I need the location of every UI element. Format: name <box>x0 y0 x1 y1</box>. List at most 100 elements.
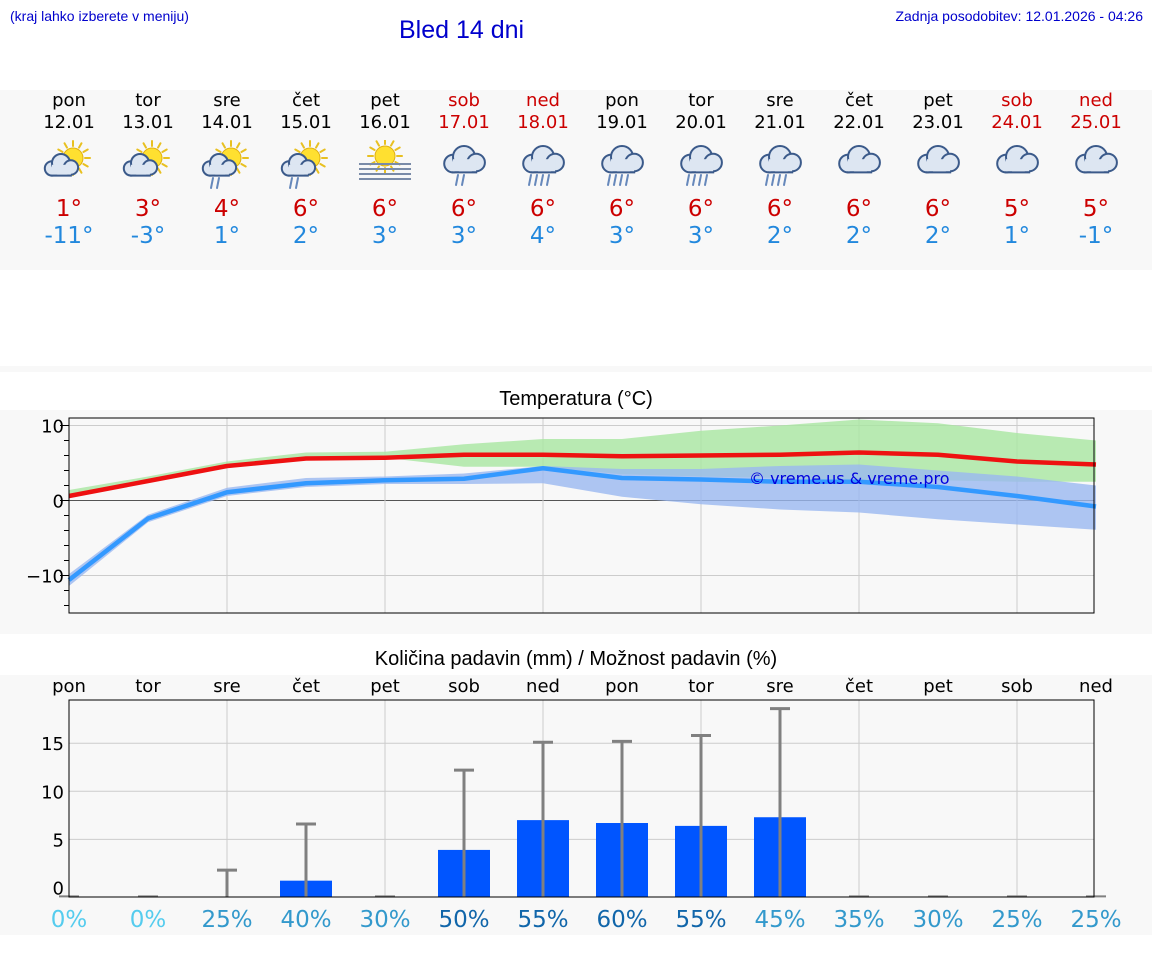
y-tick-label: 5 <box>53 830 64 851</box>
min-temperature: 1° <box>1003 223 1031 249</box>
day-column: sob 17.01 6° 3° <box>424 90 504 250</box>
watermark: © vreme.us & vreme.pro <box>749 469 950 488</box>
day-column: tor 13.01 3° -3° <box>108 90 188 250</box>
day-name: ned <box>1079 90 1113 111</box>
probability-label: 55% <box>675 907 726 933</box>
day-date: 21.01 <box>754 112 806 133</box>
max-temperature: 6° <box>292 196 320 222</box>
probability-label: 60% <box>596 907 647 933</box>
category-label: tor <box>688 676 714 697</box>
day-column: pon 19.01 6° 3° <box>582 90 662 250</box>
day-date: 20.01 <box>675 112 727 133</box>
day-date: 12.01 <box>43 112 95 133</box>
min-range-band <box>69 464 1096 586</box>
day-date: 15.01 <box>280 112 332 133</box>
category-label: ned <box>1079 676 1113 697</box>
sun-cloud-icon <box>43 140 91 177</box>
day-name: sre <box>213 90 241 111</box>
probability-label: 55% <box>517 907 568 933</box>
sun-fog-icon <box>359 140 411 180</box>
max-temperature: 4° <box>213 196 241 222</box>
min-temperature: 3° <box>608 223 636 249</box>
day-column: pon 12.01 1° -11° <box>29 90 109 250</box>
day-column: sre 14.01 4° 1° <box>187 90 267 250</box>
min-temperature: 2° <box>845 223 873 249</box>
max-temperature: 6° <box>450 196 478 222</box>
category-label: čet <box>292 676 320 697</box>
category-label: sob <box>1001 676 1033 697</box>
cloud-rain-icon <box>443 145 486 186</box>
category-label: pon <box>605 676 639 697</box>
day-date: 22.01 <box>833 112 885 133</box>
plot-frame <box>68 699 1095 898</box>
day-name: čet <box>291 90 321 111</box>
day-date: 13.01 <box>122 112 174 133</box>
day-name: sob <box>448 90 480 111</box>
probability-label: 30% <box>359 907 410 933</box>
day-column: čet 15.01 6° 2° <box>266 90 346 250</box>
plot-area <box>69 700 1094 897</box>
y-tick-label: 15 <box>41 734 64 755</box>
category-label: pet <box>370 676 400 697</box>
day-column: ned 18.01 6° 4° <box>503 90 583 250</box>
category-label: pon <box>52 676 86 697</box>
last-update: Zadnja posodobitev: 12.01.2026 - 04:26 <box>895 8 1143 24</box>
day-name: tor <box>135 90 161 111</box>
day-name: pet <box>923 90 953 111</box>
temperature-chart: 10 0 −10 © vreme.us & vreme.pro <box>26 417 1097 614</box>
day-date: 16.01 <box>359 112 411 133</box>
day-date: 18.01 <box>517 112 569 133</box>
min-temperature: -3° <box>130 223 166 249</box>
location-hint: (kraj lahko izberete v meniju) <box>10 8 189 24</box>
y-tick-label: −10 <box>26 567 64 588</box>
min-temperature: 1° <box>213 223 241 249</box>
probability-label: 45% <box>754 907 805 933</box>
day-date: 19.01 <box>596 112 648 133</box>
day-date: 24.01 <box>991 112 1043 133</box>
max-temperature: 1° <box>55 196 83 222</box>
separator-band <box>0 366 1152 372</box>
max-temperature: 6° <box>371 196 399 222</box>
probability-label: 50% <box>438 907 489 933</box>
sun-cloud-icon <box>122 140 170 177</box>
day-column: ned 25.01 5° -1° <box>1056 90 1136 250</box>
min-temperature: 2° <box>924 223 952 249</box>
probability-label: 40% <box>280 907 331 933</box>
category-label: pet <box>923 676 953 697</box>
day-name: ned <box>526 90 560 111</box>
cloud-heavy-rain-icon <box>680 145 723 186</box>
category-label: ned <box>526 676 560 697</box>
day-column: sre 21.01 6° 2° <box>740 90 820 250</box>
y-tick-label: 0 <box>53 492 64 513</box>
min-temperature: -1° <box>1078 223 1114 249</box>
max-temperature: 6° <box>766 196 794 222</box>
day-column: čet 22.01 6° 2° <box>819 90 899 250</box>
day-date: 25.01 <box>1070 112 1122 133</box>
max-temperature-line <box>68 450 1097 499</box>
y-tick-label: 10 <box>41 782 64 803</box>
probability-label: 25% <box>201 907 252 933</box>
day-date: 23.01 <box>912 112 964 133</box>
sun-cloud-rain-icon <box>201 140 249 189</box>
min-temperature-line <box>67 466 1097 582</box>
y-tick-label: 0 <box>53 878 64 899</box>
min-temperature: 2° <box>292 223 320 249</box>
max-temperature: 5° <box>1003 196 1031 222</box>
category-label: tor <box>135 676 161 697</box>
day-name: tor <box>688 90 714 111</box>
temperature-chart-title: Temperatura (°C) <box>499 388 653 410</box>
min-temperature: 2° <box>766 223 794 249</box>
max-temperature: 3° <box>134 196 162 222</box>
category-label: sre <box>766 676 793 697</box>
day-name: pon <box>52 90 86 111</box>
cloud-heavy-rain-icon <box>522 145 565 186</box>
category-label: sre <box>213 676 240 697</box>
cloud-icon <box>917 145 960 174</box>
day-name: sob <box>1001 90 1033 111</box>
day-column: sob 24.01 5° 1° <box>977 90 1057 250</box>
cloud-heavy-rain-icon <box>601 145 644 186</box>
day-name: pon <box>605 90 639 111</box>
day-name: sre <box>766 90 794 111</box>
max-temperature: 5° <box>1082 196 1110 222</box>
probability-label: 0% <box>51 907 88 933</box>
